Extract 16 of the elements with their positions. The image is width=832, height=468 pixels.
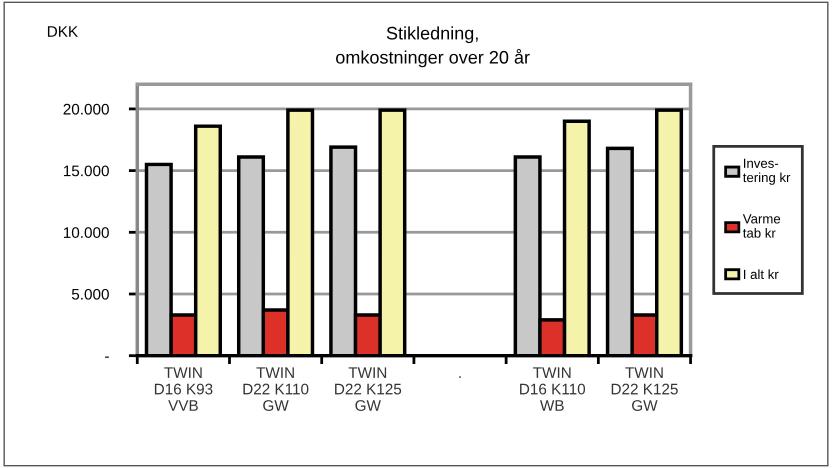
y-tick-label: - <box>105 356 109 358</box>
x-tick-label: TWIN D22 K125 GW <box>335 367 402 411</box>
y-tick-label: 20.000 <box>64 104 109 115</box>
x-tick-label: . <box>459 376 461 378</box>
legend-label: Inves- tering kr <box>742 158 790 185</box>
x-tick-label: TWIN D22 K125 GW <box>612 367 678 411</box>
x-tick-label: TWIN D16 K110 WB <box>520 367 586 411</box>
legend-label: Varme tab kr <box>742 214 780 238</box>
chart-title: Stikledning, omkostninger over 20 år <box>336 26 530 68</box>
legend-label: I alt kr <box>744 269 778 280</box>
x-tick-label: TWIN D16 K93 VVB <box>154 367 212 411</box>
y-tick-label: 5.000 <box>72 288 109 300</box>
y-axis-title: DKK <box>48 26 78 37</box>
x-tick-label: TWIN D22 K110 GW <box>243 367 308 411</box>
y-tick-label: 15.000 <box>64 165 109 176</box>
y-tick-label: 10.000 <box>64 227 109 238</box>
